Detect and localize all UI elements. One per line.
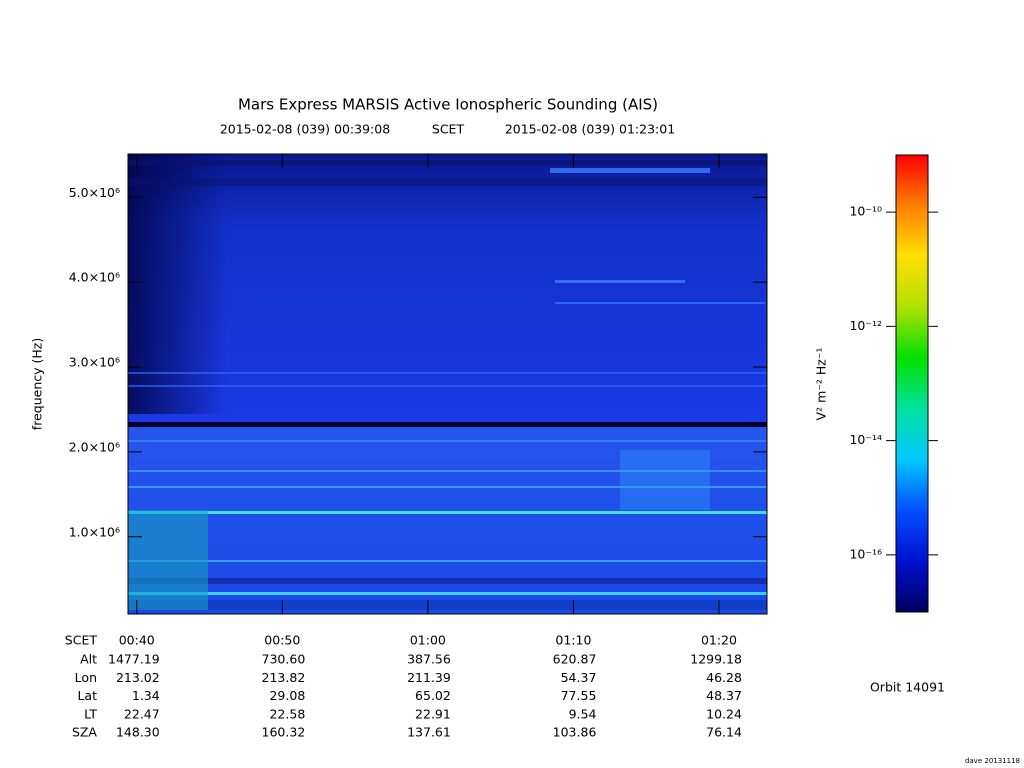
ephemeris-value: 213.82 [262,670,306,685]
ephemeris-value: 1477.19 [108,652,160,667]
ephemeris-value: 620.87 [553,652,597,667]
y-tick-label: 4.0×10⁶ [69,270,120,285]
colorbar-tick-label: 10⁻¹⁰ [849,204,882,219]
plot-frame [127,153,768,615]
footer: dave 20131118 [965,757,1020,765]
y-tick-label: 5.0×10⁶ [69,185,120,200]
colorbar-tick-label: 10⁻¹² [849,318,882,333]
end-time: 2015-02-08 (039) 01:23:01 [505,122,675,137]
ephemeris-value: 9.54 [569,706,597,721]
ephemeris-value: 48.37 [706,688,742,703]
ephemeris-value: 1299.18 [690,652,742,667]
time-label: SCET [432,122,465,137]
ephemeris-value: 387.56 [407,652,451,667]
colorbar-tick-label: 10⁻¹⁶ [849,546,882,561]
y-tick-label: 1.0×10⁶ [69,524,120,539]
ephemeris-label: Lat [77,688,97,703]
ephemeris-value: 137.61 [407,725,451,740]
x-tick-label: 00:40 [119,633,155,648]
ephemeris-value: 103.86 [553,725,597,740]
chart-title: Mars Express MARSIS Active Ionospheric S… [238,96,658,114]
ephemeris-label: Lon [75,670,97,685]
ephemeris-value: 77.55 [561,688,597,703]
colorbar [895,154,929,613]
colorbar-tick-label: 10⁻¹⁴ [849,432,882,447]
ephemeris-value: 29.08 [269,688,305,703]
ephemeris-value: 730.60 [262,652,306,667]
ephemeris-label: SZA [72,725,97,740]
ephemeris-label: Alt [80,652,97,667]
ephemeris-value: 54.37 [561,670,597,685]
x-tick-label: 01:20 [701,633,737,648]
orbit: Orbit 14091 [870,680,945,695]
ephemeris-value: 22.91 [415,706,451,721]
ephemeris-value: 10.24 [706,706,742,721]
y-axis-label: frequency (Hz) [30,338,45,430]
spectrogram-texture [128,154,767,614]
ephemeris-value: 160.32 [262,725,306,740]
ephemeris-value: 1.34 [132,688,160,703]
colorbar-label: V² m⁻² Hz⁻¹ [814,348,829,421]
y-tick-label: 2.0×10⁶ [69,439,120,454]
ephemeris-value: 22.47 [124,706,160,721]
ephemeris-value: 65.02 [415,688,451,703]
x-tick-label: 01:00 [410,633,446,648]
x-tick-label: 00:50 [264,633,300,648]
ephemeris-value: 22.58 [269,706,305,721]
ephemeris-value: 46.28 [706,670,742,685]
ephemeris-value: 211.39 [407,670,451,685]
x-axis-label: SCET [65,633,98,648]
ephemeris-value: 76.14 [706,725,742,740]
ephemeris-value: 148.30 [116,725,160,740]
start-time: 2015-02-08 (039) 00:39:08 [220,122,390,137]
y-tick-label: 3.0×10⁶ [69,355,120,370]
ephemeris-label: LT [84,706,97,721]
x-tick-label: 01:10 [555,633,591,648]
ephemeris-value: 213.02 [116,670,160,685]
